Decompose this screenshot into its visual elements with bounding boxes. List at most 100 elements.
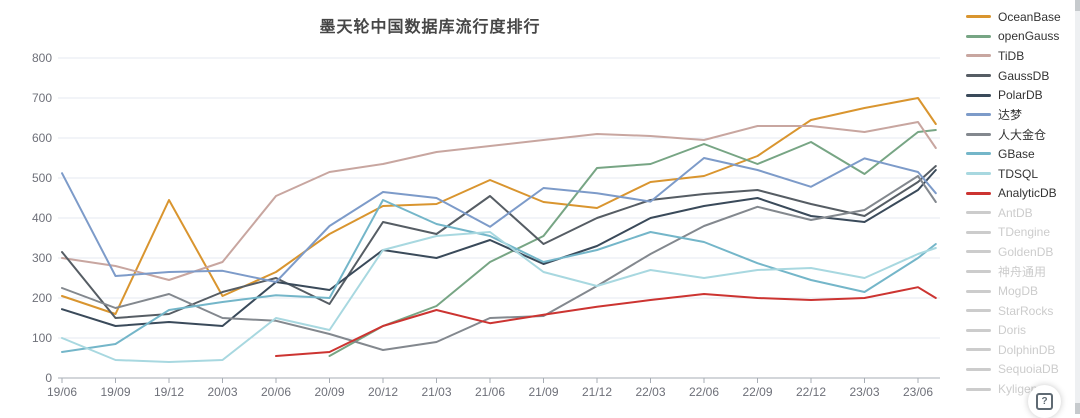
page-scrollbar[interactable] <box>1075 0 1080 414</box>
y-axis-label: 400 <box>32 211 52 225</box>
x-axis-label: 20/12 <box>368 385 398 399</box>
chart-canvas[interactable]: 0 100 200 300 400 500 600 700 800 19/06 19/09 19/12… <box>0 0 960 414</box>
x-axis-label: 23/06 <box>903 385 933 399</box>
series-line-AnalyticDB[interactable] <box>275 286 937 357</box>
legend-label: SequoiaDB <box>998 362 1059 377</box>
x-axis-label: 22/09 <box>742 385 772 399</box>
legend-item-神舟通用[interactable]: 神舟通用 <box>966 262 1078 282</box>
x-axis-label: 23/03 <box>849 385 879 399</box>
series-line-GaussDB[interactable] <box>61 165 937 319</box>
legend-label: MogDB <box>998 284 1039 299</box>
legend-item-MogDB[interactable]: MogDB <box>966 281 1078 301</box>
scrollbar-up-cap[interactable] <box>1075 0 1080 11</box>
series-line-人大金仓[interactable] <box>61 175 937 351</box>
legend-line-swatch <box>966 152 991 156</box>
legend-line-swatch <box>966 132 991 136</box>
legend-item-GBase[interactable]: GBase <box>966 144 1078 164</box>
legend-label: GaussDB <box>998 68 1050 83</box>
legend-line-swatch <box>966 348 991 352</box>
legend-line-swatch <box>966 328 991 332</box>
series-line-TiDB[interactable] <box>61 121 937 281</box>
series-line-TDSQL[interactable] <box>61 231 937 363</box>
legend-line-swatch <box>966 250 991 254</box>
legend-label: 达梦 <box>998 108 1023 123</box>
x-axis-label: 19/09 <box>100 385 130 399</box>
legend-line-swatch <box>966 191 991 195</box>
legend-label: DolphinDB <box>998 342 1056 357</box>
scrollbar-down-cap[interactable] <box>1075 403 1080 414</box>
legend-label: GoldenDB <box>998 244 1054 259</box>
legend-item-TDengine[interactable]: TDengine <box>966 223 1078 243</box>
y-axis-label: 800 <box>32 51 52 65</box>
legend-item-DolphinDB[interactable]: DolphinDB <box>966 340 1078 360</box>
y-axis-label: 500 <box>32 171 52 185</box>
legend-item-人大金仓[interactable]: 人大金仓 <box>966 125 1078 145</box>
legend-label: 神舟通用 <box>998 265 1047 280</box>
legend-label: TDSQL <box>998 166 1039 181</box>
legend-item-StarRocks[interactable]: StarRocks <box>966 301 1078 321</box>
y-axis-label: 300 <box>32 251 52 265</box>
help-icon: ? <box>1036 393 1053 410</box>
chart-title: 墨天轮中国数据库流行度排行 <box>319 19 541 36</box>
legend-line-swatch <box>966 211 991 215</box>
legend-item-GaussDB[interactable]: GaussDB <box>966 66 1078 86</box>
y-axis-label: 600 <box>32 131 52 145</box>
legend-line-swatch <box>966 387 991 391</box>
x-axis-label: 21/09 <box>528 385 558 399</box>
legend-line-swatch <box>966 289 991 293</box>
legend-item-TiDB[interactable]: TiDB <box>966 46 1078 66</box>
legend-line-swatch <box>966 367 991 371</box>
chart-legend: OceanBase openGauss TiDB GaussDB PolarDB 达梦人大… <box>966 7 1078 399</box>
x-axis-label: 21/03 <box>421 385 451 399</box>
x-axis-label: 19/06 <box>47 385 77 399</box>
legend-item-Doris[interactable]: Doris <box>966 321 1078 341</box>
x-axis-label: 19/12 <box>154 385 184 399</box>
legend-item-TDSQL[interactable]: TDSQL <box>966 164 1078 184</box>
series-line-OceanBase[interactable] <box>61 97 937 315</box>
legend-item-AntDB[interactable]: AntDB <box>966 203 1078 223</box>
legend-item-Kyligence[interactable]: Kyligence <box>966 379 1078 399</box>
legend-label: TDengine <box>998 225 1051 240</box>
legend-item-达梦[interactable]: 达梦 <box>966 105 1078 125</box>
y-axis-label: 200 <box>32 291 52 305</box>
legend-item-PolarDB[interactable]: PolarDB <box>966 85 1078 105</box>
legend-line-swatch <box>966 230 991 234</box>
x-axis-label: 20/06 <box>261 385 291 399</box>
x-axis-label: 20/03 <box>207 385 237 399</box>
x-axis-label: 22/12 <box>796 385 826 399</box>
legend-line-swatch <box>966 54 991 58</box>
legend-line-swatch <box>966 270 991 274</box>
x-axis-label: 21/06 <box>475 385 505 399</box>
legend-label: TiDB <box>998 48 1025 63</box>
y-axis-label: 700 <box>32 91 52 105</box>
series-line-达梦[interactable] <box>61 157 937 283</box>
legend-label: Doris <box>998 323 1027 338</box>
series-line-PolarDB[interactable] <box>61 169 937 327</box>
x-axis-label: 21/12 <box>582 385 612 399</box>
legend-line-swatch <box>966 74 991 78</box>
legend-item-OceanBase[interactable]: OceanBase <box>966 7 1078 27</box>
x-axis-label: 22/06 <box>689 385 719 399</box>
legend-item-SequoiaDB[interactable]: SequoiaDB <box>966 360 1078 380</box>
legend-line-swatch <box>966 309 991 313</box>
legend-label: AnalyticDB <box>998 186 1057 201</box>
legend-label: openGauss <box>998 29 1060 44</box>
series-line-openGauss[interactable] <box>328 129 937 357</box>
legend-item-GoldenDB[interactable]: GoldenDB <box>966 242 1078 262</box>
series-line-GBase[interactable] <box>61 199 937 353</box>
legend-item-openGauss[interactable]: openGauss <box>966 27 1078 47</box>
x-axis-label: 20/09 <box>314 385 344 399</box>
legend-label: 人大金仓 <box>998 127 1047 142</box>
legend-label: OceanBase <box>998 9 1061 24</box>
y-axis-label: 0 <box>45 371 52 385</box>
legend-label: AntDB <box>998 205 1033 220</box>
legend-item-AnalyticDB[interactable]: AnalyticDB <box>966 183 1078 203</box>
legend-label: StarRocks <box>998 303 1054 318</box>
help-button[interactable]: ? <box>1028 385 1061 418</box>
legend-line-swatch <box>966 93 991 97</box>
legend-label: GBase <box>998 146 1035 161</box>
legend-line-swatch <box>966 34 991 38</box>
legend-line-swatch <box>966 172 991 176</box>
legend-label: PolarDB <box>998 88 1043 103</box>
